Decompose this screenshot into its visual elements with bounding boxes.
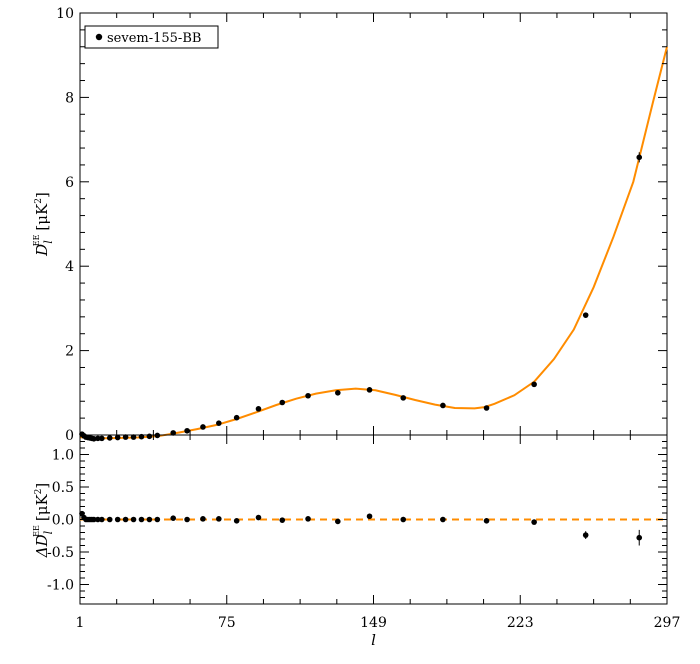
bottom-y-tick-label: 1.0 [52, 448, 74, 464]
residual-point [106, 516, 113, 523]
residual-point [200, 516, 206, 522]
data-point [130, 434, 137, 440]
residual-point [255, 514, 262, 521]
residual-point [216, 516, 222, 522]
bottom-y-tick-label: 0.5 [52, 480, 74, 496]
residual-point [146, 516, 153, 523]
residual-point [138, 516, 145, 523]
residual-point [95, 516, 101, 523]
data-point [106, 435, 113, 441]
data-point [114, 434, 121, 441]
data-point [200, 424, 206, 430]
data-point [233, 414, 240, 421]
residual-point [233, 518, 240, 524]
residual-point [122, 516, 129, 523]
bottom-y-axis-label: ΔDlEE[μK2] [32, 483, 55, 558]
legend-label: sevem-155-BB [107, 31, 201, 46]
residual-point [582, 532, 589, 538]
data-point [335, 390, 341, 396]
x-tick-label: 1 [76, 615, 85, 631]
data-point [366, 387, 373, 393]
residual-point [99, 516, 105, 523]
residual-point [531, 519, 537, 525]
data-point [582, 312, 589, 318]
bottom-y-tick-label: -0.5 [47, 545, 74, 561]
residual-point [305, 516, 311, 522]
x-tick-label: 223 [507, 615, 534, 631]
residual-point [366, 513, 373, 520]
x-tick-label: 75 [218, 615, 236, 631]
data-point [400, 395, 407, 401]
data-point [146, 433, 153, 440]
data-point [531, 381, 537, 388]
residual-point [335, 518, 341, 525]
bottom-panel: -1.0 -0.5 0.0 0.5 1.0 ΔDlEE[μK2] 1 75 149 223 297 l [32, 434, 681, 649]
residual-point [91, 516, 97, 523]
residual-point [170, 515, 177, 521]
top-panel: 0 2 4 6 8 10 DlEE[μK2] sevem-155-BB [32, 6, 668, 444]
data-point [636, 154, 643, 161]
legend: sevem-155-BB [84, 25, 219, 49]
residual-point [440, 516, 446, 523]
data-point [184, 427, 190, 434]
residual-point [636, 534, 643, 541]
top-y-axis-label: DlEE[μK2] [32, 192, 55, 257]
residual-point [279, 517, 286, 523]
top-y-tick-label: 6 [65, 175, 74, 191]
x-tick-label: 149 [360, 615, 387, 631]
data-point [255, 406, 262, 412]
residual-point [114, 516, 121, 523]
top-y-tick-label: 8 [65, 90, 74, 106]
data-point [122, 434, 129, 440]
residual-point [130, 516, 137, 523]
residual-point [154, 516, 161, 523]
x-axis-label: l [371, 631, 376, 649]
data-point [99, 435, 105, 442]
top-y-tick-label: 2 [65, 344, 74, 360]
bottom-y-tick-label: -1.0 [47, 578, 74, 594]
legend-marker [95, 33, 103, 41]
data-point [170, 430, 177, 436]
data-point [305, 392, 311, 399]
data-point [216, 420, 222, 426]
top-y-tick-label: 4 [65, 259, 74, 275]
data-point [440, 402, 446, 409]
residual-point [483, 518, 490, 524]
bottom-y-tick-label: 0.0 [52, 513, 74, 529]
residual-point [184, 516, 190, 523]
legend-box [84, 25, 219, 49]
top-y-tick-label: 10 [56, 6, 74, 22]
data-point [279, 399, 286, 406]
data-point [95, 435, 101, 442]
x-tick-label: 297 [654, 615, 681, 631]
residual-point [400, 516, 407, 523]
data-point [483, 405, 490, 411]
top-y-tick-label: 0 [65, 428, 74, 444]
